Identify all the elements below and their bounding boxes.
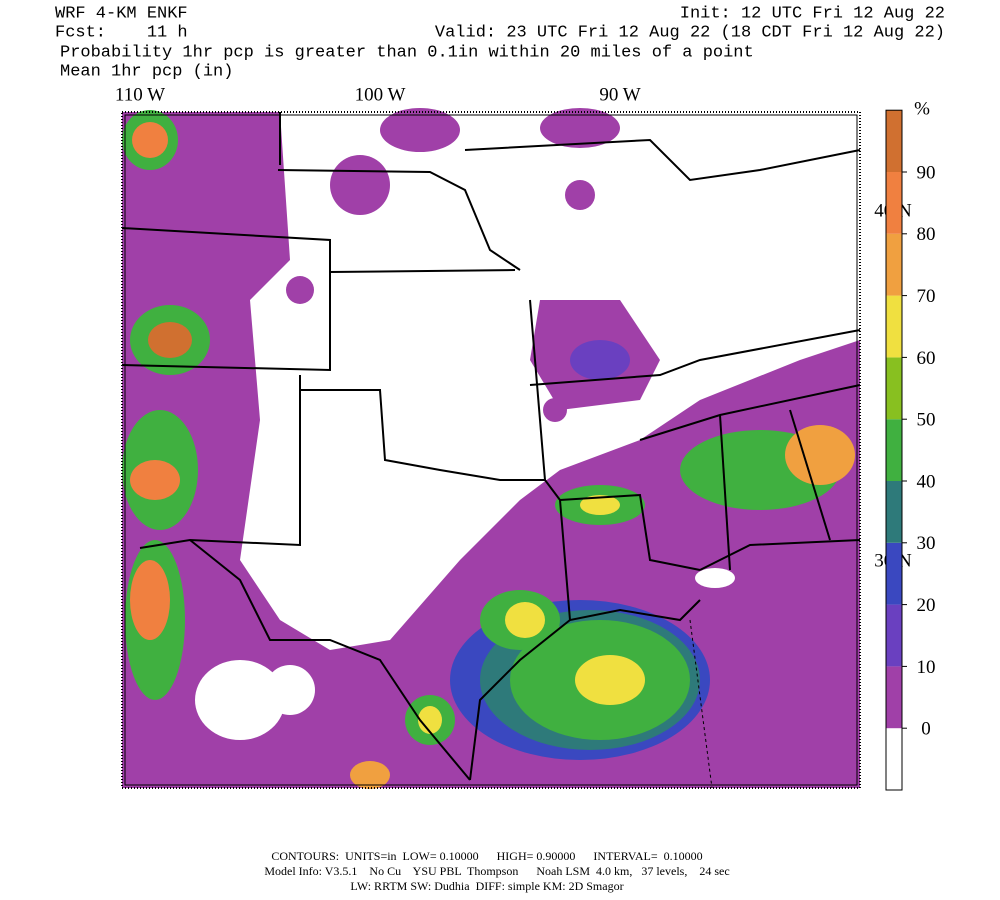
colorbar-segment (886, 172, 902, 234)
footer-contours: CONTOURS: UNITS=in LOW= 0.10000 HIGH= 0.… (271, 849, 702, 863)
valid-time: Valid: 23 UTC Fri 12 Aug 22 (18 CDT Fri … (435, 23, 945, 42)
colorbar-tick-label: 90 (917, 162, 936, 183)
lon-label: 110 W (115, 84, 165, 105)
colorbar-tick-label: 70 (917, 286, 936, 307)
model-name: WRF 4-KM ENKF (55, 4, 188, 23)
contour-title: Mean 1hr pcp (in) (60, 62, 233, 81)
colorbar-frame (885, 109, 903, 791)
colorbar-segment (886, 357, 902, 420)
map (121, 108, 861, 789)
lon-label: 100 W (355, 84, 406, 105)
colorbar-segment (886, 110, 902, 172)
colorbar-segment (886, 604, 902, 667)
colorbar-segment (886, 295, 902, 358)
colorbar-segment (886, 419, 902, 481)
footer-model-info: Model Info: V3.5.1 No Cu YSU PBL Thompso… (264, 864, 729, 878)
colorbar-segment (886, 481, 902, 543)
colorbar-unit: % (914, 98, 930, 119)
colorbar-tick-label: 60 (917, 348, 936, 369)
colorbar-segment (886, 666, 902, 729)
colorbar-segment (886, 542, 902, 605)
colorbar: 0 10 20 30 40 50 60 70 80 90 (885, 109, 936, 791)
forecast-hour: Fcst: 11 h (55, 23, 188, 42)
colorbar-tick-label: 10 (917, 657, 936, 678)
map-frame (121, 111, 861, 789)
colorbar-tick-label: 80 (917, 224, 936, 245)
footer-physics: LW: RRTM SW: Dudhia DIFF: simple KM: 2D … (350, 879, 623, 893)
map-frame-inner (124, 114, 858, 786)
colorbar-tick-label: 50 (917, 410, 936, 431)
colorbar-tick-label: 40 (917, 471, 936, 492)
colorbar-tick-label: 20 (917, 595, 936, 616)
colorbar-segment (886, 233, 902, 296)
colorbar-segment (886, 728, 902, 790)
state-boundaries (121, 112, 861, 789)
init-time: Init: 12 UTC Fri 12 Aug 22 (680, 4, 945, 23)
field-title: Probability 1hr pcp is greater than 0.1i… (60, 43, 754, 62)
lon-label: 90 W (599, 84, 640, 105)
colorbar-tick-label: 0 (921, 719, 931, 740)
colorbar-tick-label: 30 (917, 533, 936, 554)
